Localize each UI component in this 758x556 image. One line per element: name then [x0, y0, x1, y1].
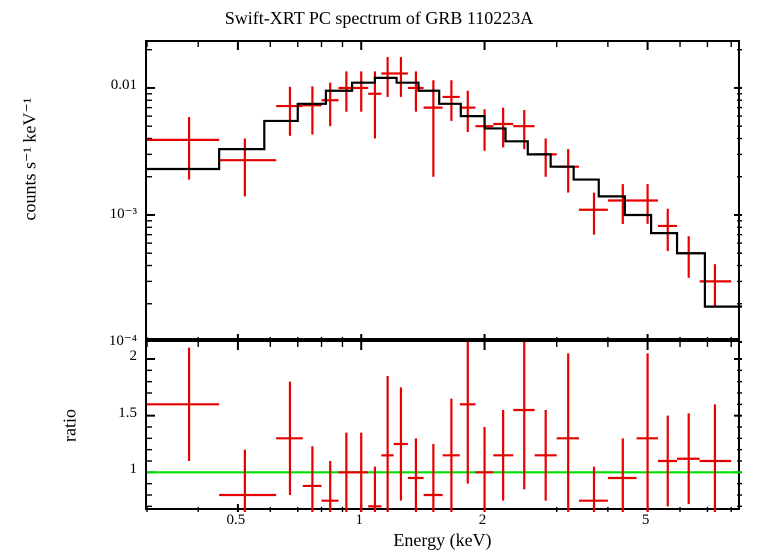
- ratio-ylabel: ratio: [60, 406, 81, 446]
- ratio-panel: [145, 340, 740, 510]
- tick-label: 0.01: [111, 77, 137, 94]
- tick-label: 2: [130, 348, 138, 365]
- figure-container: Swift-XRT PC spectrum of GRB 110223A cou…: [0, 0, 758, 556]
- spectrum-svg: [147, 42, 742, 342]
- ratio-svg: [147, 342, 742, 512]
- tick-label: 0.5: [227, 512, 246, 529]
- tick-label: 1: [355, 512, 363, 529]
- tick-label: 2: [479, 512, 487, 529]
- tick-label: 5: [642, 512, 650, 529]
- chart-title: Swift-XRT PC spectrum of GRB 110223A: [0, 8, 758, 29]
- spectrum-panel: [145, 40, 740, 340]
- spectrum-ylabel: counts s⁻¹ keV⁻¹: [20, 161, 41, 221]
- tick-label: 1: [130, 461, 138, 478]
- x-axis-label: Energy (keV): [145, 530, 740, 551]
- tick-label: 10⁻³: [110, 204, 137, 223]
- tick-label: 1.5: [118, 405, 137, 422]
